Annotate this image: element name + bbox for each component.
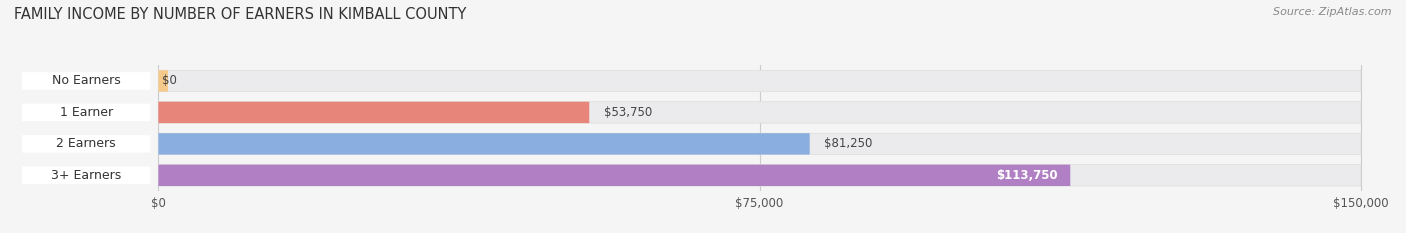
Text: $113,750: $113,750	[997, 169, 1059, 182]
Text: 3+ Earners: 3+ Earners	[51, 169, 121, 182]
FancyBboxPatch shape	[159, 165, 1070, 186]
Text: FAMILY INCOME BY NUMBER OF EARNERS IN KIMBALL COUNTY: FAMILY INCOME BY NUMBER OF EARNERS IN KI…	[14, 7, 467, 22]
FancyBboxPatch shape	[159, 165, 1361, 186]
FancyBboxPatch shape	[159, 102, 589, 123]
FancyBboxPatch shape	[22, 72, 150, 90]
FancyBboxPatch shape	[22, 135, 150, 153]
FancyBboxPatch shape	[22, 104, 150, 121]
Text: $81,250: $81,250	[824, 137, 873, 150]
Text: $0: $0	[162, 75, 177, 87]
FancyBboxPatch shape	[159, 70, 167, 92]
Text: 1 Earner: 1 Earner	[59, 106, 112, 119]
FancyBboxPatch shape	[159, 70, 1361, 92]
FancyBboxPatch shape	[159, 133, 1361, 154]
Text: 2 Earners: 2 Earners	[56, 137, 117, 150]
Text: Source: ZipAtlas.com: Source: ZipAtlas.com	[1274, 7, 1392, 17]
FancyBboxPatch shape	[159, 102, 1361, 123]
FancyBboxPatch shape	[22, 167, 150, 184]
Text: $53,750: $53,750	[603, 106, 652, 119]
Text: No Earners: No Earners	[52, 75, 121, 87]
FancyBboxPatch shape	[159, 133, 810, 154]
